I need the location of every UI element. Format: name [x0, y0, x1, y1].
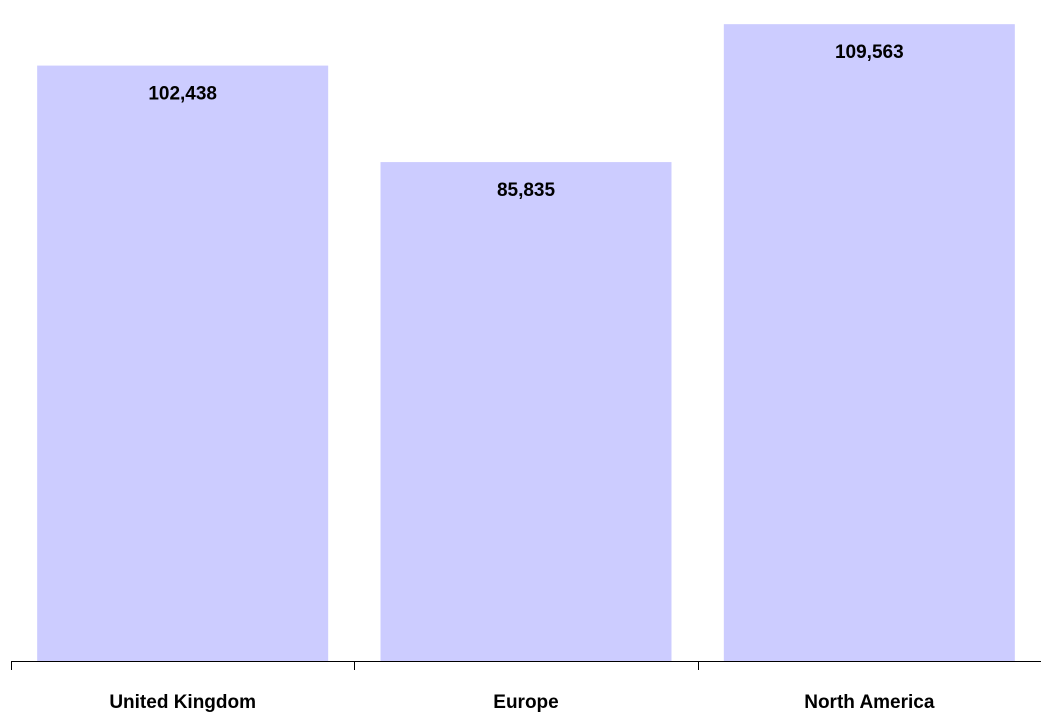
x-axis-ticks: [11, 661, 699, 670]
data-label: 109,563: [835, 42, 904, 63]
value-labels-group: 102,438 85,835 109,563: [148, 42, 903, 201]
category-labels-group: United Kingdom Europe North America: [109, 692, 935, 713]
bars-group: [37, 24, 1015, 662]
bar-europe: [380, 162, 672, 662]
x-tick-label: North America: [804, 692, 935, 713]
x-tick-label: United Kingdom: [109, 692, 256, 713]
bar-north-america: [723, 24, 1015, 662]
x-tick-label: Europe: [493, 692, 558, 713]
bar-united-kingdom: [37, 65, 329, 662]
data-label: 85,835: [497, 180, 556, 201]
data-label: 102,438: [148, 84, 217, 105]
